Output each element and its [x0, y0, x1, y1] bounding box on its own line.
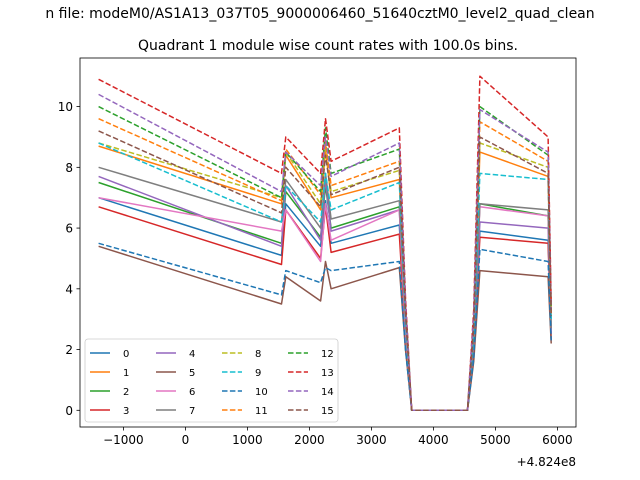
legend-label-1: 1 [123, 368, 129, 379]
legend-label-0: 0 [123, 349, 129, 360]
series-layer [98, 75, 552, 412]
legend-label-13: 13 [321, 368, 334, 379]
legend-label-7: 7 [189, 406, 195, 417]
figure-suptitle: n file: modeM0/AS1A13_037T05_9000006460_… [45, 6, 594, 22]
x-tick-label: 0 [182, 433, 190, 447]
y-tick-label: 2 [65, 343, 73, 357]
y-tick-label: 6 [65, 222, 73, 236]
x-tick-label: 1000 [232, 433, 263, 447]
legend-label-12: 12 [321, 349, 334, 360]
x-tick-label: −1000 [103, 433, 144, 447]
legend-frame [84, 338, 339, 423]
x-axis: −1000 0 1000 2000 3000 4000 5000 6000 [103, 427, 573, 447]
legend-label-3: 3 [123, 406, 129, 417]
legend-label-11: 11 [255, 406, 268, 417]
legend-label-6: 6 [189, 387, 195, 398]
legend-label-4: 4 [189, 349, 195, 360]
y-tick-label: 4 [65, 282, 73, 296]
series-line-14 [98, 93, 552, 412]
y-tick-label: 8 [65, 161, 73, 175]
x-tick-label: 2000 [294, 433, 325, 447]
series-line-15 [98, 130, 552, 412]
y-tick-label: 0 [65, 404, 73, 418]
series-line-13 [98, 75, 552, 412]
legend-label-8: 8 [255, 349, 261, 360]
legend-label-9: 9 [255, 368, 261, 379]
x-offset-label: +4.824e8 [517, 455, 576, 469]
x-tick-label: 4000 [418, 433, 449, 447]
legend-label-2: 2 [123, 387, 129, 398]
chart-title: Quadrant 1 module wise count rates with … [138, 38, 518, 54]
y-tick-label: 10 [58, 100, 73, 114]
legend-label-14: 14 [321, 387, 334, 398]
legend-label-5: 5 [189, 368, 195, 379]
x-tick-label: 3000 [356, 433, 387, 447]
legend-label-10: 10 [255, 387, 268, 398]
legend-label-15: 15 [321, 406, 334, 417]
plot-frame [79, 57, 577, 428]
x-tick-label: 6000 [542, 433, 573, 447]
series-line-10 [98, 242, 552, 412]
x-tick-label: 5000 [480, 433, 511, 447]
y-axis: 0 2 4 6 8 10 [58, 100, 80, 418]
